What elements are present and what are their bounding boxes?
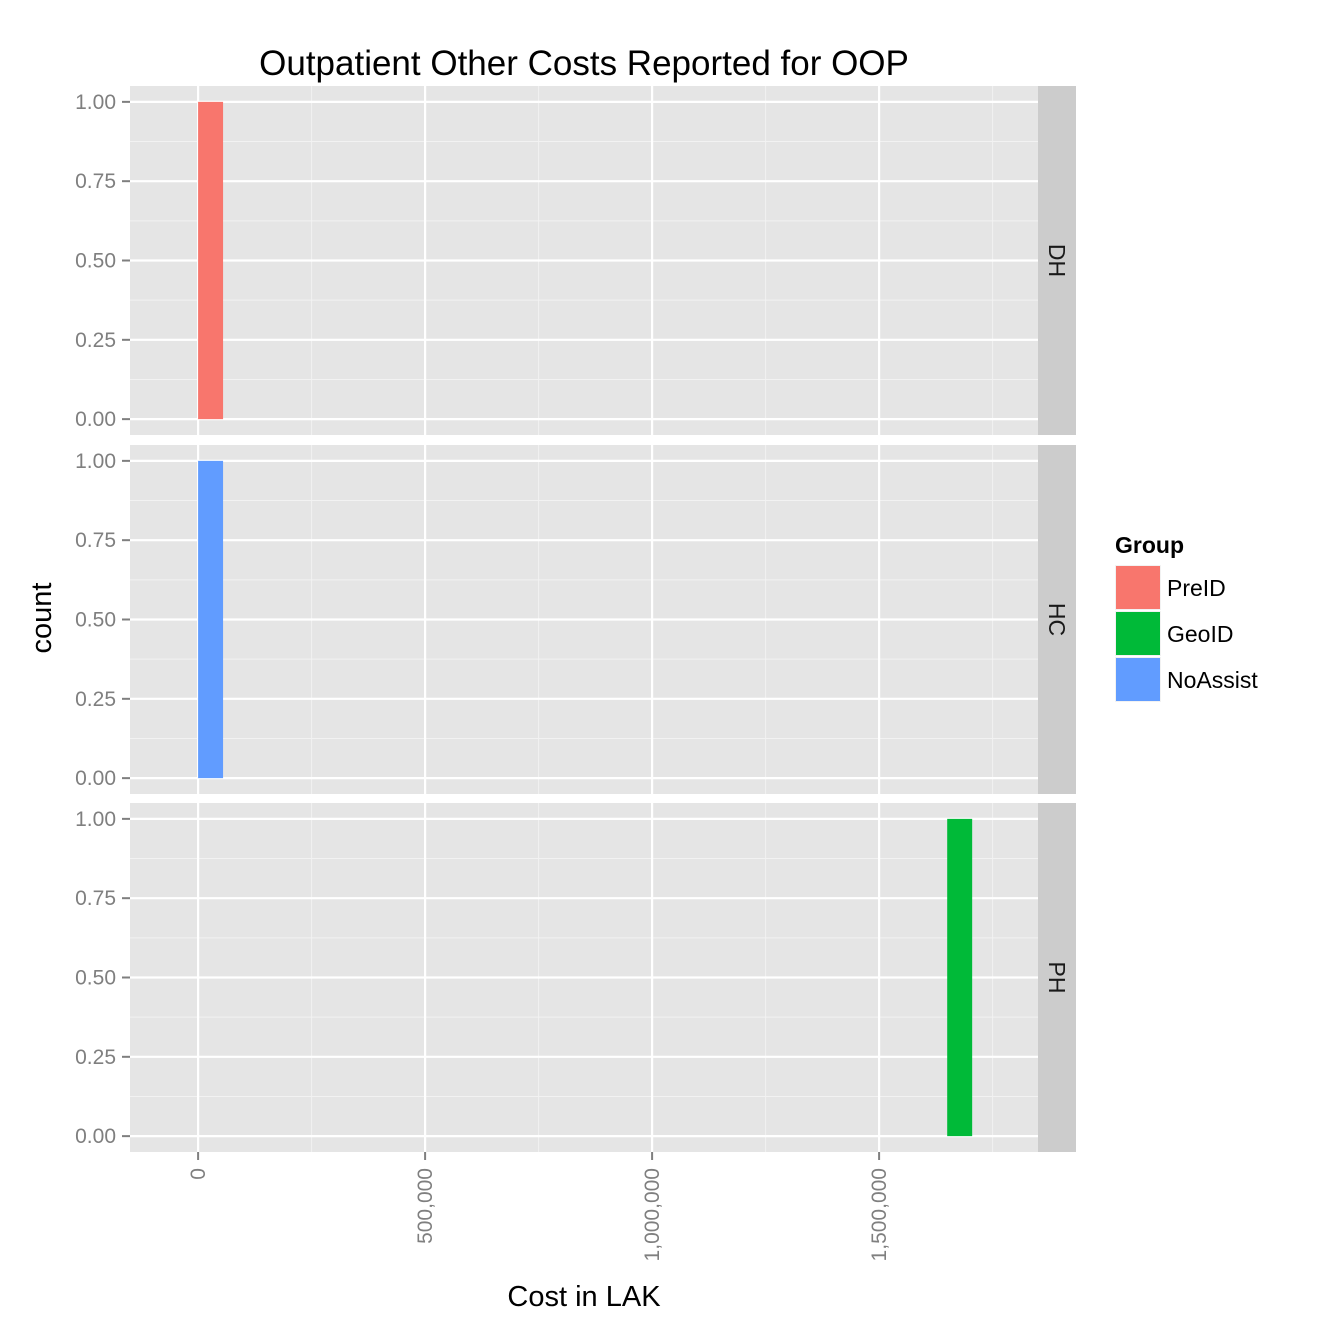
legend-swatch-preid (1116, 566, 1160, 609)
x-tick-label: 500,000 (414, 1168, 437, 1244)
y-tick-label: 1.00 (75, 808, 116, 831)
facet-strip (1038, 86, 1076, 435)
y-tick-label: 0.25 (75, 1046, 116, 1069)
x-tick-label: 0 (187, 1168, 210, 1180)
facet-strip (1038, 445, 1076, 794)
legend-label-geoid: GeoID (1167, 621, 1233, 647)
legend: Group PreID GeoID NoAssist (1115, 532, 1258, 702)
bar-geoid (947, 818, 973, 1137)
y-tick-label: 1.00 (75, 450, 116, 473)
x-axis-title: Cost in LAK (507, 1281, 661, 1313)
chart-title: Outpatient Other Costs Reported for OOP (259, 44, 909, 83)
y-tick-label: 0.75 (75, 887, 116, 910)
legend-swatch-geoid (1116, 612, 1160, 655)
y-axis-title: count (26, 583, 58, 654)
y-tick-label: 0.00 (75, 1125, 116, 1148)
facet-strip-label: DH (1044, 244, 1070, 277)
legend-swatch-noassist (1116, 658, 1160, 701)
legend-label-noassist: NoAssist (1167, 667, 1258, 693)
y-tick-label: 1.00 (75, 91, 116, 114)
x-tick-label: 1,000,000 (641, 1168, 664, 1261)
facet-panels: 0.00 0.25 0.50 0.75 1.00 DH 0.00 0.25 0.50 0.75 1.… (75, 86, 1076, 1152)
facet-panel-hc: 0.00 0.25 0.50 0.75 1.00 HC (75, 445, 1076, 794)
y-tick-label: 0.75 (75, 529, 116, 552)
x-axis-ticks: 0 500,000 1,000,000 1,500,000 (187, 1152, 891, 1261)
facet-panel-ph: 0.00 0.25 0.50 0.75 1.00 PH (75, 803, 1076, 1152)
facet-strip (1038, 803, 1076, 1152)
y-tick-label: 0.50 (75, 250, 116, 273)
y-tick-label: 0.75 (75, 170, 116, 193)
y-tick-label: 0.25 (75, 688, 116, 711)
y-tick-label: 0.25 (75, 329, 116, 352)
facet-panel-dh: 0.00 0.25 0.50 0.75 1.00 DH (75, 86, 1076, 435)
x-tick-label: 1,500,000 (868, 1168, 891, 1261)
facet-strip-label: HC (1044, 603, 1070, 636)
y-tick-label: 0.50 (75, 609, 116, 632)
legend-title: Group (1115, 532, 1184, 558)
bar-noassist (198, 460, 224, 779)
legend-label-preid: PreID (1167, 575, 1226, 601)
bar-preid (198, 101, 224, 420)
y-tick-label: 0.00 (75, 408, 116, 431)
y-tick-label: 0.00 (75, 767, 116, 790)
facet-strip-label: PH (1044, 962, 1070, 994)
y-tick-label: 0.50 (75, 967, 116, 990)
